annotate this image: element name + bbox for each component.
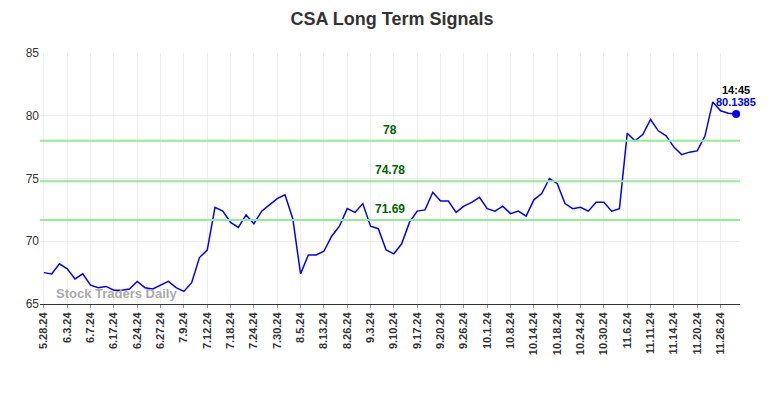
svg-text:11.11.24: 11.11.24 (644, 312, 656, 354)
svg-text:80.1385: 80.1385 (716, 96, 756, 108)
svg-text:65: 65 (26, 297, 40, 311)
svg-text:9.26.24: 9.26.24 (457, 312, 469, 350)
svg-text:CSA Long Term Signals: CSA Long Term Signals (290, 9, 493, 29)
svg-text:10.8.24: 10.8.24 (504, 312, 516, 350)
svg-text:Stock Traders Daily: Stock Traders Daily (56, 286, 177, 301)
svg-text:71.69: 71.69 (375, 202, 405, 216)
svg-text:10.14.24: 10.14.24 (527, 312, 539, 356)
svg-text:70: 70 (26, 234, 40, 248)
svg-text:6.17.24: 6.17.24 (107, 312, 119, 350)
svg-text:11.26.24: 11.26.24 (714, 312, 726, 355)
svg-text:14:45: 14:45 (722, 84, 750, 96)
svg-text:85: 85 (26, 46, 40, 60)
svg-text:9.20.24: 9.20.24 (434, 312, 446, 350)
svg-text:6.27.24: 6.27.24 (154, 312, 166, 350)
svg-text:9.3.24: 9.3.24 (364, 312, 376, 343)
svg-text:10.18.24: 10.18.24 (551, 312, 563, 356)
svg-text:8.5.24: 8.5.24 (294, 312, 306, 343)
svg-text:6.3.24: 6.3.24 (61, 312, 73, 343)
svg-text:7.24.24: 7.24.24 (247, 312, 259, 350)
svg-text:7.30.24: 7.30.24 (271, 312, 283, 350)
svg-text:75: 75 (26, 172, 40, 186)
svg-text:78: 78 (383, 123, 397, 137)
svg-text:8.13.24: 8.13.24 (317, 312, 329, 350)
svg-text:80: 80 (26, 109, 40, 123)
svg-text:10.30.24: 10.30.24 (597, 312, 609, 356)
svg-text:5.28.24: 5.28.24 (37, 312, 49, 350)
svg-text:7.9.24: 7.9.24 (177, 312, 189, 343)
svg-text:6.7.24: 6.7.24 (84, 312, 96, 343)
svg-text:9.17.24: 9.17.24 (411, 312, 423, 350)
svg-text:9.10.24: 9.10.24 (387, 312, 399, 350)
svg-text:7.18.24: 7.18.24 (224, 312, 236, 350)
svg-text:11.14.24: 11.14.24 (667, 312, 679, 355)
svg-text:74.78: 74.78 (375, 163, 405, 177)
svg-text:10.24.24: 10.24.24 (574, 312, 586, 356)
svg-text:6.24.24: 6.24.24 (131, 312, 143, 350)
svg-text:8.26.24: 8.26.24 (341, 312, 353, 350)
svg-text:7.12.24: 7.12.24 (201, 312, 213, 350)
svg-text:11.6.24: 11.6.24 (621, 312, 633, 349)
svg-text:10.1.24: 10.1.24 (481, 312, 493, 350)
svg-text:11.20.24: 11.20.24 (691, 312, 703, 355)
